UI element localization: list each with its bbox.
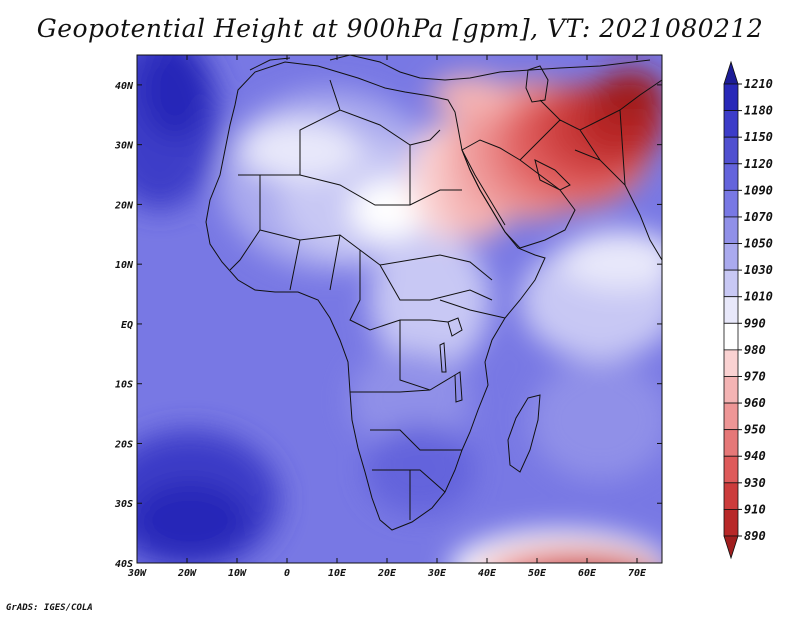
lon-tick-label: 60E bbox=[578, 568, 597, 579]
lat-tick-label: 40S bbox=[115, 559, 133, 570]
lon-tick-label: 30E bbox=[427, 568, 447, 579]
lat-tick-label: 30S bbox=[114, 499, 133, 510]
lat-tick-label: EQ bbox=[121, 320, 133, 331]
colorbar-label: 1180 bbox=[744, 104, 773, 118]
lake-malawi bbox=[454, 371, 463, 403]
colorbar-label: 1090 bbox=[744, 183, 773, 197]
lat-tick-label: 10S bbox=[115, 380, 133, 391]
colorbar-label: 1050 bbox=[744, 237, 773, 251]
colorbar-swatch bbox=[723, 136, 739, 165]
colorbar-label: 930 bbox=[744, 476, 766, 490]
map-title: Geopotential Height at 900hPa [gpm], VT:… bbox=[36, 14, 764, 43]
political-borders bbox=[229, 79, 662, 520]
colorbar-swatch bbox=[723, 163, 739, 191]
lat-tick-label: 30N bbox=[114, 141, 134, 152]
lon-tick-label: 20E bbox=[377, 568, 397, 579]
colorbar-swatch bbox=[723, 349, 739, 377]
caspian-sea bbox=[525, 65, 549, 103]
lat-tick-label: 20N bbox=[114, 200, 134, 211]
colorbar-swatch bbox=[723, 189, 739, 218]
colorbar-top-arrow bbox=[723, 60, 739, 85]
colorbar-label: 1150 bbox=[744, 130, 773, 144]
colorbar-swatch bbox=[723, 322, 739, 351]
grads-credit: GrADS: IGES/COLA bbox=[6, 603, 93, 613]
colorbar-label: 890 bbox=[744, 529, 766, 543]
colorbar-label: 960 bbox=[744, 396, 766, 410]
lon-tick-label: 50E bbox=[528, 568, 547, 579]
colorbar-label: 1030 bbox=[744, 263, 773, 277]
lat-tick-label: 40N bbox=[115, 81, 134, 92]
colorbar-label: 1120 bbox=[744, 157, 773, 171]
persian-gulf bbox=[534, 159, 571, 191]
colorbar-label: 980 bbox=[744, 343, 766, 357]
colorbar-swatch bbox=[723, 482, 739, 510]
plot-frame bbox=[136, 54, 663, 564]
longitude-axis: 30W 20W 10W 0 10E 20E 30E 40E 50E 60E 70E bbox=[127, 55, 647, 579]
lat-tick-label: 20S bbox=[114, 439, 133, 450]
colorbar-label: 1010 bbox=[744, 290, 773, 304]
madagascar bbox=[507, 394, 541, 473]
red-sea bbox=[461, 149, 506, 226]
colorbar-label: 990 bbox=[744, 316, 766, 330]
lake-tanganyika bbox=[439, 342, 447, 373]
colorbar-label: 950 bbox=[744, 423, 766, 437]
field-shading bbox=[137, 55, 662, 563]
lon-tick-label: 10E bbox=[328, 568, 347, 579]
colorbar-swatch bbox=[723, 402, 739, 431]
colorbar-swatch bbox=[723, 110, 739, 138]
colorbar-swatch bbox=[723, 429, 739, 457]
colorbar-label: 940 bbox=[744, 449, 766, 463]
colorbar-swatch bbox=[723, 296, 739, 324]
colorbar-swatch bbox=[723, 509, 739, 537]
colorbar-swatch bbox=[723, 243, 739, 271]
lon-tick-label: 20W bbox=[177, 568, 197, 579]
colorbar-label: 970 bbox=[744, 369, 766, 383]
coastlines-and-borders bbox=[205, 55, 662, 531]
lon-tick-label: 10W bbox=[228, 568, 247, 579]
colorbar-swatch bbox=[723, 376, 739, 404]
colorbar-label: 910 bbox=[744, 502, 766, 516]
lon-tick-label: 0 bbox=[284, 568, 290, 579]
colorbar: 1210 1180 1150 1120 1090 1070 1050 1030 1010 990 9… bbox=[723, 60, 773, 560]
lake-victoria bbox=[447, 317, 463, 337]
colorbar-label: 1210 bbox=[744, 77, 773, 91]
colorbar-swatch bbox=[723, 83, 739, 111]
lon-tick-label: 30W bbox=[127, 568, 147, 579]
europe-coast bbox=[249, 55, 651, 81]
lon-tick-label: 40E bbox=[478, 568, 497, 579]
colorbar-swatch bbox=[723, 216, 739, 244]
lon-tick-label: 70E bbox=[628, 568, 647, 579]
lat-tick-label: 10N bbox=[115, 260, 134, 271]
colorbar-bottom-arrow bbox=[723, 535, 739, 560]
colorbar-swatch bbox=[723, 455, 739, 484]
colorbar-swatch bbox=[723, 269, 739, 298]
latitude-axis: 40N 30N 20N 10N EQ 10S 20S 30S 40S bbox=[114, 81, 662, 570]
india-coast bbox=[574, 149, 662, 261]
arabian-peninsula bbox=[461, 139, 576, 249]
colorbar-label: 1070 bbox=[744, 210, 773, 224]
